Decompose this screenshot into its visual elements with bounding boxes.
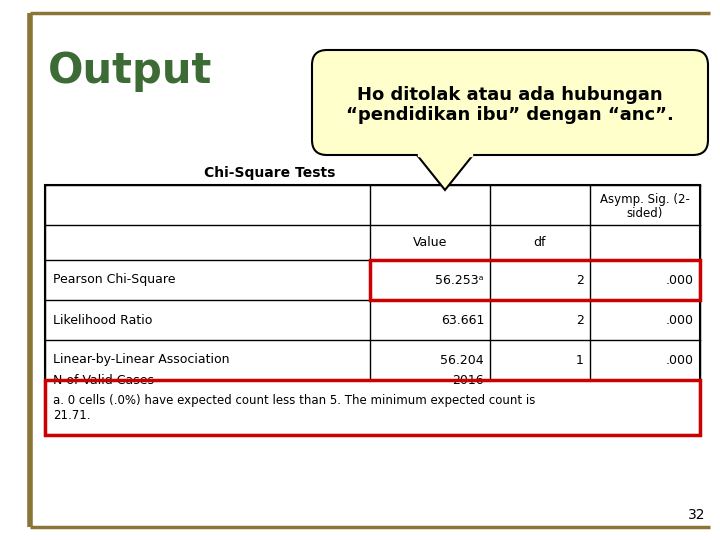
- Text: sided): sided): [627, 206, 663, 219]
- Text: 63.661: 63.661: [441, 314, 484, 327]
- Text: “pendidikan ibu” dengan “anc”.: “pendidikan ibu” dengan “anc”.: [346, 105, 674, 124]
- Text: 2: 2: [576, 314, 584, 327]
- Text: .000: .000: [666, 314, 694, 327]
- Text: Output: Output: [48, 50, 212, 92]
- Text: Chi-Square Tests: Chi-Square Tests: [204, 166, 336, 180]
- Text: 32: 32: [688, 508, 705, 522]
- Text: df: df: [534, 236, 546, 249]
- Text: Pearson Chi-Square: Pearson Chi-Square: [53, 273, 176, 287]
- Bar: [45, 185, 700, 435]
- Text: Asymp. Sig. (2-: Asymp. Sig. (2-: [600, 192, 690, 206]
- Bar: [370, 260, 700, 300]
- Bar: [418, 152, 472, 156]
- Text: Ho ditolak atau ada hubungan: Ho ditolak atau ada hubungan: [357, 85, 663, 104]
- Text: a. 0 cells (.0%) have expected count less than 5. The minimum expected count is: a. 0 cells (.0%) have expected count les…: [53, 394, 536, 407]
- Text: Value: Value: [413, 236, 447, 249]
- Text: 2: 2: [576, 273, 584, 287]
- Text: 56.253ᵃ: 56.253ᵃ: [436, 273, 484, 287]
- FancyBboxPatch shape: [312, 50, 708, 155]
- Text: 56.204: 56.204: [441, 354, 484, 367]
- Text: 1: 1: [576, 354, 584, 367]
- Text: .000: .000: [666, 354, 694, 367]
- Text: Linear-by-Linear Association: Linear-by-Linear Association: [53, 354, 230, 367]
- Text: .000: .000: [666, 273, 694, 287]
- Text: Likelihood Ratio: Likelihood Ratio: [53, 314, 153, 327]
- Text: N of Valid Cases: N of Valid Cases: [53, 374, 154, 387]
- Bar: [45, 380, 700, 435]
- Text: 21.71.: 21.71.: [53, 409, 91, 422]
- Text: 2016: 2016: [452, 374, 484, 387]
- Polygon shape: [417, 155, 473, 190]
